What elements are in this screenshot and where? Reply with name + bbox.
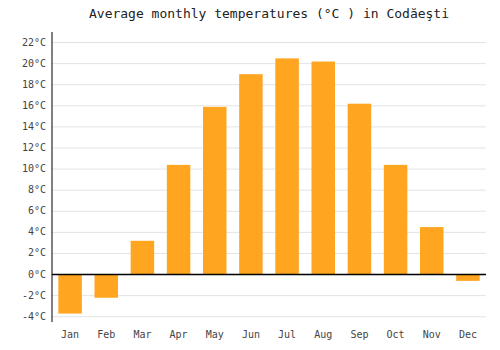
y-tick-label: 14°C	[22, 121, 46, 132]
zero-line	[52, 274, 486, 276]
bar	[94, 275, 118, 298]
grid-line	[52, 84, 486, 85]
y-tick-label: 0°C	[28, 269, 46, 280]
bar	[58, 275, 82, 314]
y-tick-label: 10°C	[22, 163, 46, 174]
grid	[52, 43, 486, 317]
bar	[239, 74, 263, 274]
y-tick-label: -2°C	[22, 290, 46, 301]
bar	[203, 107, 227, 275]
grid-line	[52, 105, 486, 106]
x-tick-label: Dec	[459, 329, 477, 340]
x-tick-label: Jun	[242, 329, 260, 340]
y-tick-label: 18°C	[22, 79, 46, 90]
grid-line	[52, 42, 486, 43]
x-tick-label: May	[206, 329, 224, 340]
title: Average monthly temperatures (°C ) in Co…	[89, 6, 449, 21]
grid-line	[52, 316, 486, 317]
x-tick-label: Jan	[61, 329, 79, 340]
y-tick-label: 8°C	[28, 184, 46, 195]
x-tick-label: Jul	[278, 329, 296, 340]
x-tick-label: Feb	[97, 329, 115, 340]
y-tick-label: 4°C	[28, 226, 46, 237]
y-tick-label: 16°C	[22, 100, 46, 111]
chart: Average monthly temperatures (°C ) in Co…	[0, 0, 500, 350]
x-tick-label: Apr	[170, 329, 188, 340]
y-tick-label: 22°C	[22, 37, 46, 48]
bar	[311, 62, 335, 275]
grid-line	[52, 148, 486, 149]
y-tick-label: 20°C	[22, 58, 46, 69]
grid-line	[52, 169, 486, 170]
x-tick-label: Mar	[133, 329, 151, 340]
y-tick-label: -4°C	[22, 311, 46, 322]
grid-line	[52, 63, 486, 64]
bar	[420, 227, 444, 274]
grid-line	[52, 190, 486, 191]
bar	[167, 165, 191, 275]
bar	[348, 104, 372, 275]
bar	[384, 165, 408, 275]
x-tick-label: Sep	[350, 329, 368, 340]
grid-line	[52, 211, 486, 212]
x-tick-label: Aug	[314, 329, 332, 340]
y-tick-label: 6°C	[28, 205, 46, 216]
grid-line	[52, 126, 486, 127]
y-tick-label: 12°C	[22, 142, 46, 153]
x-tick-label: Oct	[387, 329, 405, 340]
x-tick-label: Nov	[423, 329, 441, 340]
y-axis-line	[52, 32, 53, 322]
y-tick-label: 2°C	[28, 247, 46, 258]
bar	[275, 58, 299, 274]
bar	[456, 275, 480, 281]
grid-line	[52, 274, 486, 275]
bar	[131, 241, 155, 275]
